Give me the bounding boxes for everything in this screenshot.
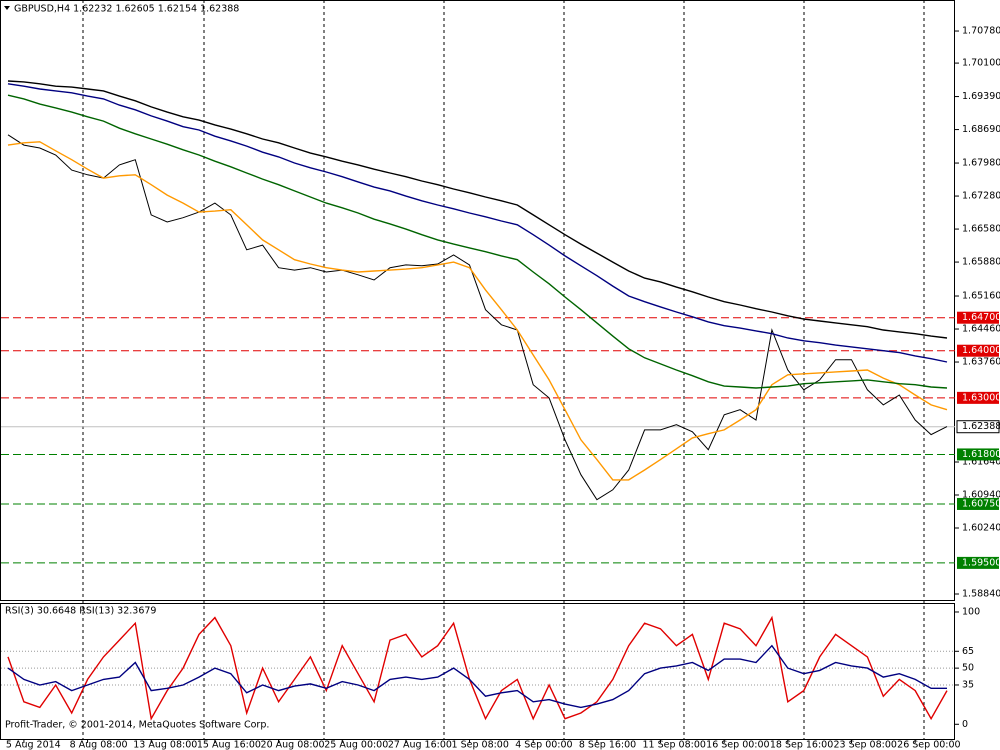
last-price-box bbox=[956, 420, 1000, 434]
y-tick-label: 1.61640 bbox=[962, 456, 1000, 467]
y-tick-label: 1.70100 bbox=[962, 58, 1000, 69]
level-label: 1.59500 bbox=[962, 557, 1000, 568]
x-tick-label: 4 Sep 00:00 bbox=[515, 740, 572, 750]
level-label-box bbox=[957, 311, 999, 324]
price-panel-frame bbox=[0, 0, 955, 601]
x-tick-label: 11 Sep 08:00 bbox=[643, 740, 706, 750]
y-tick-label: 65 bbox=[962, 646, 974, 657]
series-line bbox=[7, 134, 948, 501]
y-tick-label: 1.69390 bbox=[962, 91, 1000, 102]
y-tick-label: 1.67280 bbox=[962, 191, 1000, 202]
x-tick-label: 5 Aug 2014 bbox=[6, 740, 61, 750]
y-tick-label: 1.70780 bbox=[962, 26, 1000, 37]
y-tick-label: 1.67980 bbox=[962, 158, 1000, 169]
x-tick-label: 16 Sep 00:00 bbox=[706, 740, 769, 750]
level-label: 1.61800 bbox=[962, 449, 1000, 460]
rsi-panel-frame bbox=[0, 603, 955, 740]
series-line bbox=[7, 94, 948, 389]
series-line bbox=[7, 83, 948, 363]
level-label: 1.63000 bbox=[962, 392, 1000, 403]
series-line bbox=[7, 644, 947, 709]
level-label: 1.60750 bbox=[962, 498, 1000, 509]
y-tick-label: 1.60240 bbox=[962, 523, 1000, 534]
level-label: 1.64000 bbox=[962, 345, 1000, 356]
collapse-icon bbox=[4, 6, 10, 10]
x-tick-label: 15 Aug 16:00 bbox=[197, 740, 261, 750]
y-tick-label: 0 bbox=[962, 719, 968, 730]
x-tick-label: 20 Aug 08:00 bbox=[261, 740, 325, 750]
rsi-title: RSI(3) 30.6648 RSI(13) 32.3679 bbox=[5, 606, 156, 617]
chart-title: GBPUSD,H4 1.62232 1.62605 1.62154 1.6238… bbox=[14, 4, 239, 15]
y-tick-label: 35 bbox=[962, 679, 974, 690]
y-tick-label: 1.66580 bbox=[962, 224, 1000, 235]
y-tick-label: 50 bbox=[962, 663, 974, 674]
x-tick-label: 1 Sep 08:00 bbox=[452, 740, 509, 750]
y-tick-label: 1.60940 bbox=[962, 489, 1000, 500]
series-line bbox=[7, 80, 948, 339]
level-label-box bbox=[957, 391, 999, 404]
last-price-label: 1.62388 bbox=[962, 421, 1000, 432]
x-tick-label: 27 Aug 16:00 bbox=[388, 740, 452, 750]
x-tick-label: 25 Aug 00:00 bbox=[324, 740, 388, 750]
y-tick-label: 1.65880 bbox=[962, 257, 1000, 268]
level-label-box bbox=[957, 344, 999, 357]
x-tick-label: 26 Sep 00:00 bbox=[897, 740, 960, 750]
y-tick-label: 1.68690 bbox=[962, 124, 1000, 135]
level-label-box bbox=[957, 556, 999, 569]
y-tick-label: 1.64460 bbox=[962, 324, 1000, 335]
copyright: Profit-Trader, © 2001-2014, MetaQuotes S… bbox=[5, 720, 269, 731]
level-label-box bbox=[957, 448, 999, 461]
series-line bbox=[7, 141, 948, 481]
series-line bbox=[7, 615, 948, 721]
x-tick-label: 8 Aug 08:00 bbox=[70, 740, 128, 750]
y-tick-label: 1.63760 bbox=[962, 357, 1000, 368]
level-label: 1.64700 bbox=[962, 312, 1000, 323]
y-tick-label: 1.65160 bbox=[962, 291, 1000, 302]
x-tick-label: 23 Sep 08:00 bbox=[834, 740, 897, 750]
x-tick-label: 8 Sep 16:00 bbox=[579, 740, 636, 750]
x-tick-label: 18 Sep 16:00 bbox=[770, 740, 833, 750]
y-tick-label: 100 bbox=[962, 606, 980, 617]
x-tick-label: 13 Aug 08:00 bbox=[133, 740, 197, 750]
y-tick-label: 1.58840 bbox=[962, 589, 1000, 600]
level-label-box bbox=[957, 497, 999, 510]
